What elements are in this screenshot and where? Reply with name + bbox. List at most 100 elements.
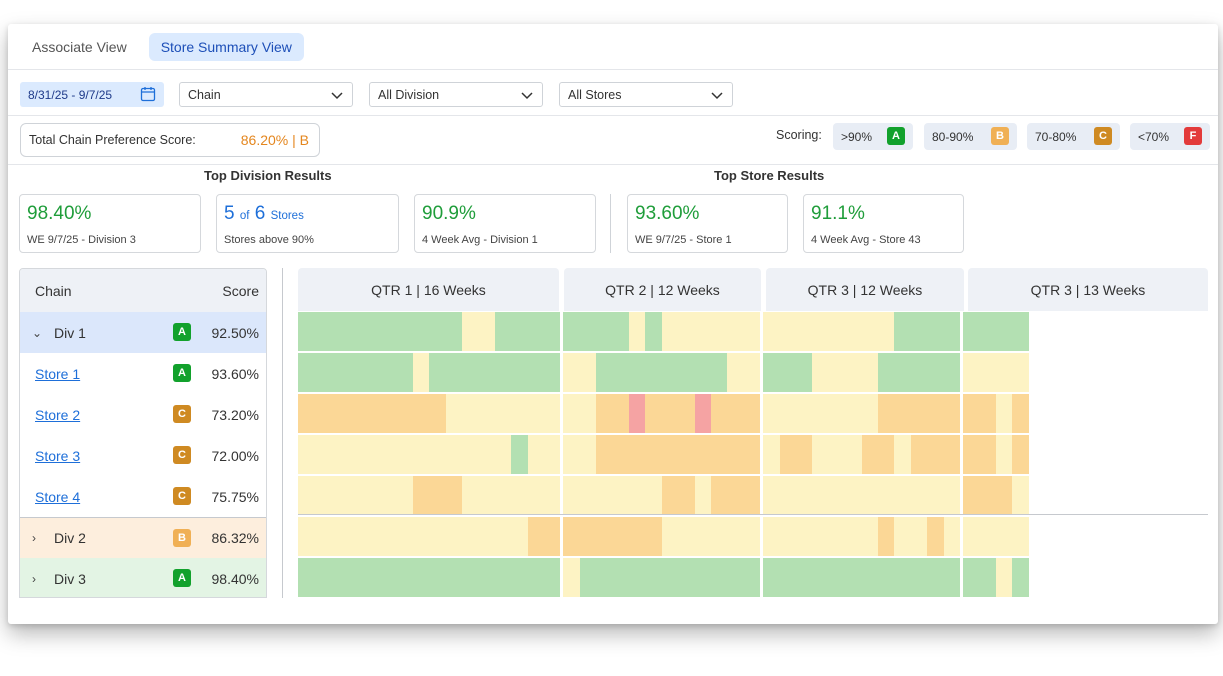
stores-select-value: All Stores (568, 87, 622, 102)
store-link[interactable]: Store 2 (35, 406, 81, 423)
heat-cell-yellow (563, 394, 597, 433)
table-row-div-1[interactable]: ⌄ Div 1 A 92.50% (20, 312, 266, 353)
date-range-text: 8/31/25 - 9/7/25 (28, 87, 113, 102)
row-name: Div 3 (54, 570, 86, 587)
store-link[interactable]: Store 3 (35, 447, 81, 464)
chevron-right-icon[interactable]: › (32, 571, 36, 586)
heat-cell-yellow (298, 476, 413, 515)
filters-divider (8, 115, 1218, 116)
chevron-down-icon (331, 92, 343, 100)
heat-cell-yellow (661, 517, 761, 556)
grade-badge: F (1184, 127, 1202, 145)
kpi-value: 90.9% (422, 203, 476, 224)
kpi-value: 5 of 6 Stores (224, 203, 304, 225)
heat-cell-yellow (963, 353, 1029, 392)
grade-badge: A (887, 127, 905, 145)
grade-badge: C (173, 446, 191, 464)
heat-cell-orange (1012, 394, 1029, 433)
heat-cell-green (429, 353, 561, 392)
heat-cell-green (645, 312, 662, 351)
heat-cell-orange (1012, 435, 1029, 474)
heat-cell-orange (711, 394, 761, 433)
scoring-range: 80-90% (932, 129, 974, 144)
tab-store-summary-view[interactable]: Store Summary View (148, 33, 304, 61)
kpi-value: 98.40% (27, 203, 92, 224)
top-division-results-title: Top Division Results (204, 168, 332, 183)
scoring-chip-b: 80-90% B (924, 123, 1017, 150)
kpi-caption: 4 Week Avg - Store 43 (811, 234, 921, 246)
kpi-total: 6 (254, 203, 266, 224)
quarter-header-2: QTR 2 | 12 Weeks (564, 268, 761, 311)
heat-cell-green (511, 435, 528, 474)
table-row-store-3: Store 3 C 72.00% (20, 435, 266, 476)
kpi-separator (610, 194, 611, 253)
grade-badge: B (173, 529, 191, 547)
chevron-down-icon (521, 92, 533, 100)
row-name: Div 1 (54, 324, 86, 341)
heat-cell-green (298, 312, 462, 351)
view-tabs: Associate View Store Summary View (20, 33, 304, 61)
score-divider (8, 164, 1218, 165)
chain-score-table: Chain Score ⌄ Div 1 A 92.50% Store 1 A 9… (19, 268, 267, 598)
scoring-chip-a: >90% A (833, 123, 913, 150)
heat-cell-orange (596, 394, 629, 433)
stores-select[interactable]: All Stores (559, 82, 733, 107)
column-header-score: Score (222, 282, 259, 299)
row-score: 93.60% (211, 365, 259, 382)
total-score-value: 86.20% | B (240, 132, 309, 148)
chain-select[interactable]: Chain (179, 82, 353, 107)
heat-cell-yellow (694, 476, 711, 515)
heat-cell-yellow (763, 517, 878, 556)
kpi-card-store-avg: 91.1% 4 Week Avg - Store 43 (803, 194, 964, 253)
row-name: Div 2 (54, 530, 86, 546)
scoring-range: >90% (841, 129, 873, 144)
heat-cell-yellow (763, 435, 780, 474)
heat-cell-green (563, 312, 629, 351)
store-summary-panel: Associate View Store Summary View 8/31/2… (8, 24, 1218, 624)
chevron-right-icon[interactable]: › (32, 531, 36, 545)
table-row-div-2[interactable]: › Div 2 B 86.32% (20, 517, 266, 558)
heat-cell-green (894, 312, 960, 351)
row-score: 86.32% (211, 530, 259, 546)
heat-cell-yellow (563, 558, 580, 597)
kpi-value: 91.1% (811, 203, 865, 224)
scoring-range: 70-80% (1035, 129, 1077, 144)
heat-cell-yellow (563, 353, 597, 392)
scoring-chip-c: 70-80% C (1027, 123, 1120, 150)
row-score: 92.50% (211, 324, 259, 341)
row-score: 72.00% (211, 447, 259, 464)
heat-cell-yellow (462, 476, 561, 515)
kpi-count: 5 (224, 203, 235, 224)
store-link[interactable]: Store 4 (35, 488, 81, 505)
total-score-label: Total Chain Preference Score: (29, 133, 196, 147)
heat-cell-yellow (995, 558, 1013, 597)
division-select[interactable]: All Division (369, 82, 543, 107)
tab-associate-view[interactable]: Associate View (32, 39, 127, 55)
heat-cell-orange (711, 476, 761, 515)
heat-cell-yellow (763, 476, 960, 515)
heat-cell-orange (645, 394, 695, 433)
heat-cell-orange (910, 435, 960, 474)
heat-cell-yellow (812, 353, 878, 392)
table-row-div-3[interactable]: › Div 3 A 98.40% (20, 558, 266, 597)
heat-cell-yellow (629, 312, 646, 351)
kpi-card-stores-above: 5 of 6 Stores Stores above 90% (216, 194, 399, 253)
heat-cell-yellow (563, 435, 597, 474)
heat-cell-orange (298, 394, 446, 433)
kpi-card-store-week: 93.60% WE 9/7/25 - Store 1 (627, 194, 788, 253)
grade-badge: B (991, 127, 1009, 145)
row-score: 75.75% (211, 488, 259, 505)
heat-cell-yellow (963, 517, 1029, 556)
scoring-range: <70% (1138, 129, 1170, 144)
heat-cell-yellow (995, 435, 1013, 474)
heat-cell-orange (412, 476, 462, 515)
store-link[interactable]: Store 1 (35, 365, 81, 382)
date-range-picker[interactable]: 8/31/25 - 9/7/25 (20, 82, 164, 107)
heat-cell-green (763, 353, 813, 392)
heat-cell-green (494, 312, 561, 351)
heat-cell-orange (861, 435, 895, 474)
heat-cell-yellow (894, 517, 928, 556)
grade-badge: C (173, 487, 191, 505)
chevron-down-icon[interactable]: ⌄ (32, 325, 43, 340)
tabs-divider (8, 69, 1218, 70)
